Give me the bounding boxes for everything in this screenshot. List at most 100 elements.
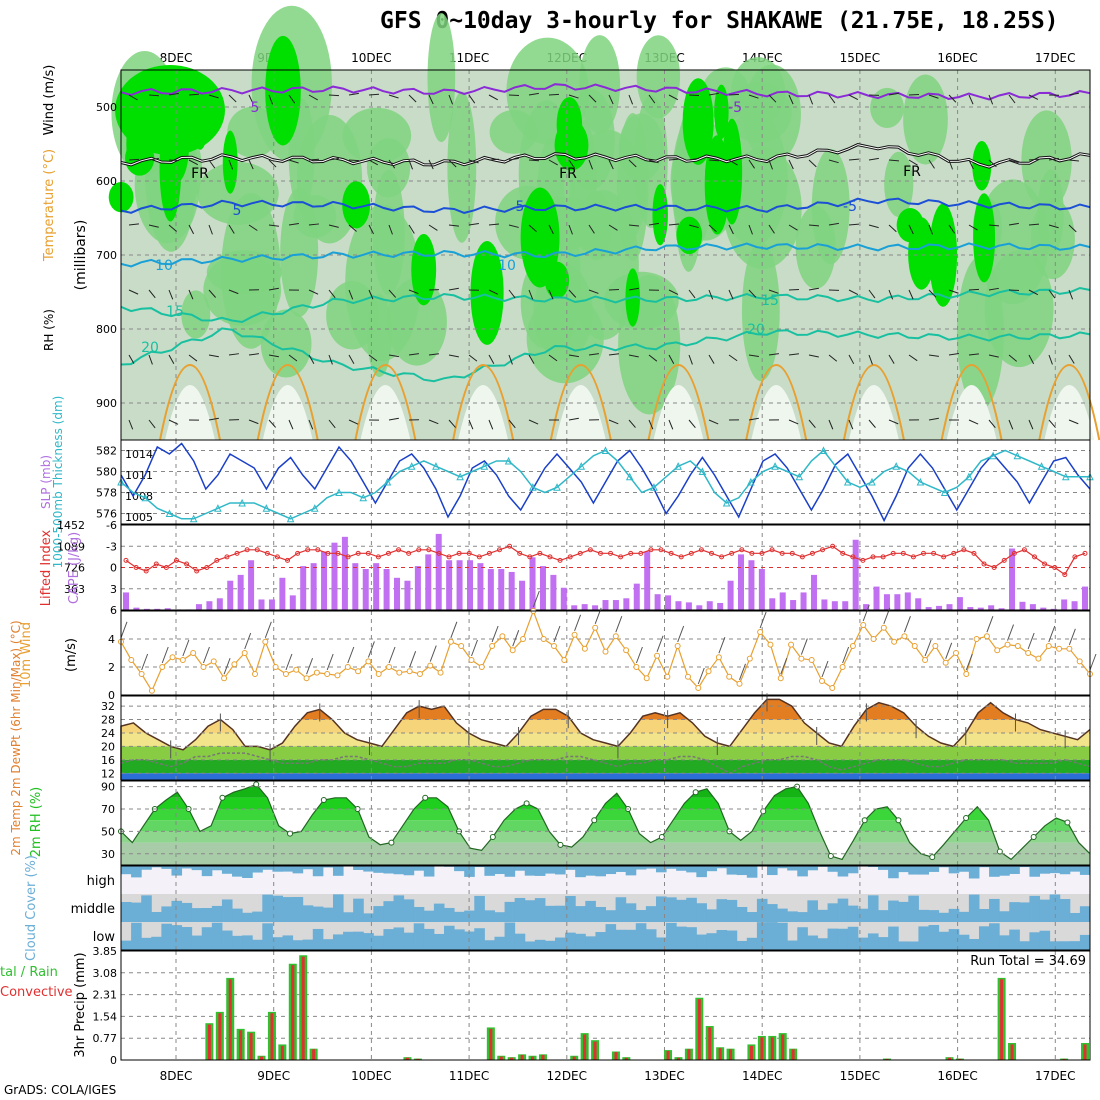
contour-label: 5 bbox=[233, 203, 242, 219]
wind-barb bbox=[248, 159, 254, 170]
cloud-cell bbox=[686, 897, 697, 922]
precip-convective-bar bbox=[301, 956, 305, 1060]
cloud-cell bbox=[454, 866, 465, 872]
wind-speed-point bbox=[1014, 643, 1021, 649]
wind-barb bbox=[808, 94, 814, 105]
isotherm-25 bbox=[159, 364, 221, 441]
wind-barb bbox=[928, 417, 939, 421]
cloud-cell bbox=[433, 933, 445, 950]
wind-axis-label: 10m Wind bbox=[19, 622, 34, 688]
cloud-cell bbox=[201, 907, 213, 922]
cloud-cell bbox=[726, 930, 738, 950]
cloud-cell bbox=[888, 900, 899, 922]
cape-bar bbox=[164, 608, 171, 610]
slp-axis-label: SLP (mb) bbox=[39, 455, 53, 509]
wind-barb bbox=[808, 419, 816, 428]
wind-barb bbox=[368, 159, 378, 166]
precip-convective-bar bbox=[958, 1058, 962, 1060]
pressure-tick: 600 bbox=[96, 175, 117, 188]
wind-speed-point bbox=[293, 666, 300, 673]
cloud-cell bbox=[181, 902, 193, 922]
cloud-cell bbox=[595, 866, 606, 877]
cloud-cell bbox=[272, 895, 283, 922]
cloud-cell bbox=[201, 927, 213, 950]
cloud-cell bbox=[413, 906, 425, 922]
cape-bar bbox=[560, 587, 567, 610]
wind-barb bbox=[428, 94, 434, 105]
panel-cloud-cover bbox=[120, 865, 1091, 951]
cape-bar bbox=[310, 563, 317, 610]
rh-area-dark bbox=[704, 135, 730, 235]
cloud-cell bbox=[635, 910, 647, 922]
cloud-cell bbox=[918, 866, 929, 875]
rh-point bbox=[219, 794, 226, 801]
wind-speed-point bbox=[942, 659, 949, 666]
wind-barb bbox=[508, 354, 513, 365]
wind-speed-point bbox=[179, 657, 186, 663]
li-axis-label: Lifted Index bbox=[39, 529, 54, 606]
cloud-cell bbox=[191, 935, 203, 950]
rh-point bbox=[963, 814, 970, 821]
cloud-cell bbox=[888, 926, 899, 950]
lifted-index-point bbox=[587, 547, 593, 553]
cloud-cell bbox=[171, 925, 183, 950]
cloud-cell bbox=[706, 866, 718, 872]
cape-bar bbox=[1071, 601, 1078, 610]
cloud-cell bbox=[252, 866, 263, 873]
lifted-index-point bbox=[739, 547, 745, 553]
wind-barb bbox=[508, 94, 520, 97]
cloud-cell bbox=[989, 923, 1000, 950]
lifted-index-point bbox=[254, 547, 260, 553]
wind-barb bbox=[988, 159, 997, 168]
wind-barb bbox=[708, 289, 714, 300]
wind-speed-point bbox=[643, 675, 650, 682]
cape-bar bbox=[800, 592, 807, 610]
wind-speed-point bbox=[829, 685, 836, 691]
panel-2m-temp bbox=[120, 695, 1091, 781]
cloud-cell bbox=[635, 923, 647, 950]
rh-point bbox=[692, 789, 699, 796]
thickness-point bbox=[529, 483, 537, 491]
lifted-index-point bbox=[214, 557, 220, 563]
cape-bar bbox=[373, 563, 380, 610]
wind-barb bbox=[248, 94, 254, 105]
wind-barb bbox=[908, 93, 920, 96]
cloud-cell bbox=[555, 905, 566, 922]
contour-label: 15 bbox=[761, 293, 779, 309]
rh-band bbox=[121, 809, 1090, 821]
wind-barb bbox=[628, 224, 639, 227]
wind-speed-point bbox=[654, 652, 661, 659]
li-tick: 3 bbox=[110, 583, 117, 596]
wind-speed-point bbox=[808, 657, 815, 663]
cloud-cell bbox=[494, 912, 506, 922]
cloud-cell bbox=[746, 866, 758, 878]
wind-unit-label: (m/s) bbox=[64, 638, 79, 672]
wind-barb bbox=[1089, 653, 1097, 671]
rh-area-mid bbox=[427, 13, 456, 143]
rh-tick: 30 bbox=[101, 848, 115, 861]
cloud-cell bbox=[1079, 866, 1091, 875]
wind-barb bbox=[668, 158, 680, 161]
cape-bar bbox=[633, 583, 640, 610]
wind-speed-point bbox=[520, 636, 527, 642]
wind-speed-point bbox=[499, 633, 506, 640]
wind-barb bbox=[748, 94, 759, 99]
wind-barb bbox=[568, 289, 577, 298]
wind-barb bbox=[1028, 354, 1035, 365]
lifted-index-point bbox=[779, 550, 785, 556]
cloud-row-label: low bbox=[93, 930, 116, 945]
cloud-cell bbox=[504, 922, 516, 950]
cloud-cell bbox=[474, 895, 485, 922]
wind-barb bbox=[306, 658, 314, 675]
wind-barb bbox=[188, 354, 198, 362]
cloud-cell bbox=[736, 906, 748, 922]
wind-speed-point bbox=[777, 675, 784, 682]
cape-bar bbox=[654, 594, 661, 610]
precip-convective-bar bbox=[781, 1034, 785, 1060]
wind-barb bbox=[128, 94, 138, 101]
pressure-tick: 900 bbox=[96, 397, 117, 410]
cloud-cell bbox=[938, 912, 950, 922]
wind-barb bbox=[308, 223, 319, 226]
cape-bar bbox=[487, 569, 494, 610]
thickness-point bbox=[989, 451, 997, 460]
